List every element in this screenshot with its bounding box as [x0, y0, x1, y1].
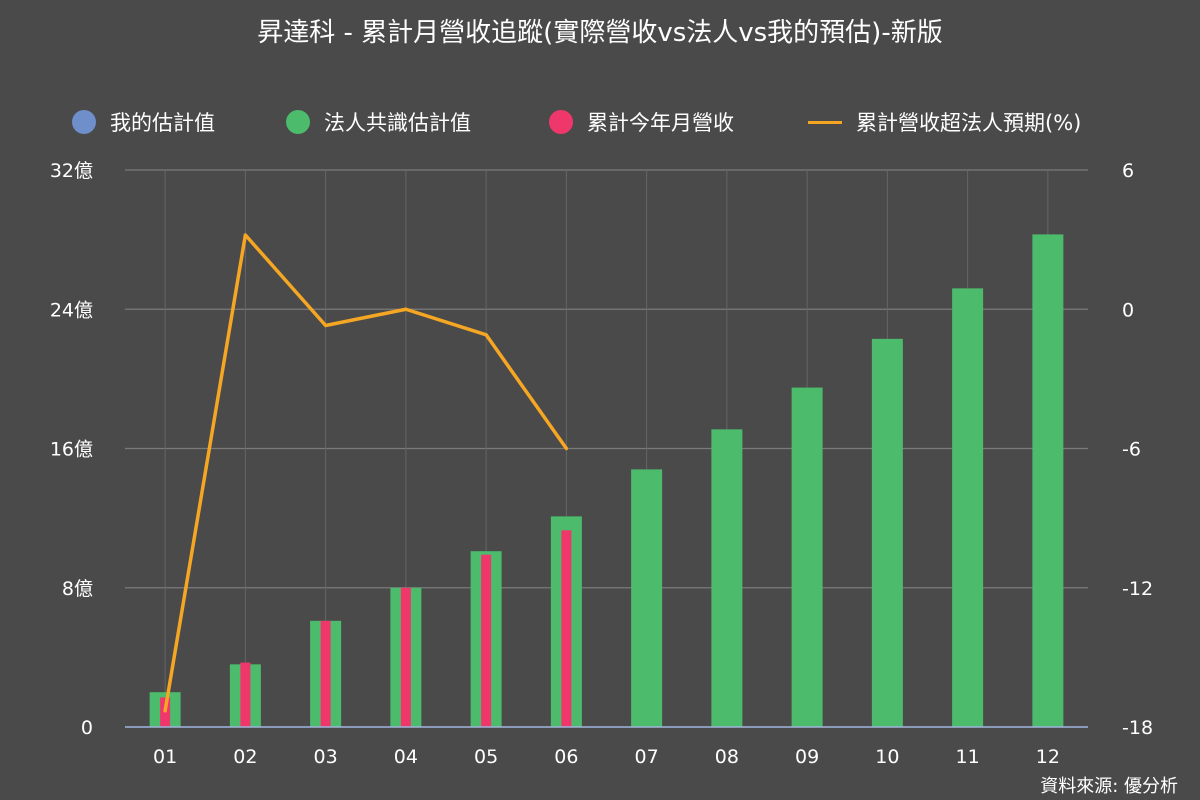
legend-swatch-beat-pct [808, 120, 842, 124]
bar-cumulative-04 [400, 587, 411, 727]
bar-consensus-11 [952, 288, 984, 727]
x-tick-label-08: 08 [715, 746, 739, 768]
line-point-01 [163, 709, 167, 713]
legend-item-beat-pct[interactable]: 累計營收超法人預期(%) [808, 104, 1081, 140]
source-note: 資料來源: 優分析 [1040, 776, 1178, 797]
x-tick-label-11: 11 [956, 746, 980, 768]
bar-consensus-09 [791, 387, 823, 727]
legend-swatch-my-estimate [72, 110, 96, 134]
line-series-beat-pct [163, 233, 569, 713]
bar-cumulative-06 [561, 530, 572, 727]
y-left-tick-label: 0 [81, 717, 93, 739]
y-right-tick-label: 6 [1122, 160, 1134, 182]
line-layer [163, 233, 569, 713]
x-tick-label-01: 01 [153, 746, 177, 768]
bar-consensus-10 [871, 338, 903, 727]
legend-label-cumulative-revenue: 累計今年月營收 [587, 111, 734, 135]
y-right-tick-label: 0 [1122, 299, 1134, 321]
y-right-tick-label: -12 [1122, 578, 1153, 600]
legend-label-beat-pct: 累計營收超法人預期(%) [856, 111, 1082, 135]
y-left-tick-label: 16億 [50, 439, 93, 461]
y-left-tick-label: 8億 [62, 578, 93, 600]
bar-consensus-08 [711, 429, 743, 727]
legend-item-my-estimate[interactable]: 我的估計值 [72, 104, 215, 140]
y-right-tick-label: -18 [1122, 717, 1153, 739]
legend-item-consensus[interactable]: 法人共識估計值 [286, 104, 471, 140]
line-point-03 [324, 323, 328, 327]
x-tick-label-10: 10 [875, 746, 899, 768]
legend-label-consensus: 法人共識估計值 [324, 111, 471, 135]
legend: 我的估計值 法人共識估計值 累計今年月營收 累計營收超法人預期(%) [0, 104, 1200, 140]
chart-title: 昇達科 - 累計月營收追蹤(實際營收vs法人vs我的預估)-新版 [257, 18, 943, 48]
y-left-tick-label: 24億 [50, 299, 93, 321]
bar-consensus-12 [1032, 234, 1064, 727]
x-tick-label-07: 07 [635, 746, 659, 768]
legend-label-my-estimate: 我的估計值 [110, 111, 215, 135]
x-tick-label-12: 12 [1036, 746, 1060, 768]
line-point-04 [404, 307, 408, 311]
line-point-06 [564, 447, 568, 450]
x-tick-label-06: 06 [554, 746, 578, 768]
y-left-tick-label: 32億 [50, 160, 93, 182]
line-point-05 [484, 333, 488, 337]
y-right-tick-label: -6 [1122, 439, 1141, 461]
bar-cumulative-03 [320, 620, 331, 727]
bar-consensus-07 [631, 469, 663, 727]
x-tick-label-03: 03 [314, 746, 338, 768]
bar-cumulative-05 [481, 554, 492, 727]
grid-layer [125, 169, 1088, 727]
x-tick-label-02: 02 [233, 746, 257, 768]
bar-cumulative-02 [240, 662, 251, 727]
x-tick-label-04: 04 [394, 746, 418, 768]
bar-layer [149, 234, 1064, 727]
x-tick-label-05: 05 [474, 746, 498, 768]
legend-swatch-consensus [286, 110, 310, 134]
legend-swatch-cumulative-revenue [549, 110, 573, 134]
x-tick-label-09: 09 [795, 746, 819, 768]
line-point-02 [243, 233, 247, 237]
legend-item-cumulative-revenue[interactable]: 累計今年月營收 [549, 104, 734, 140]
